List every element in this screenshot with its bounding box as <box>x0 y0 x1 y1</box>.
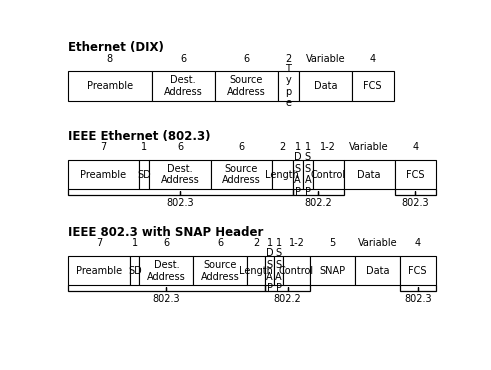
Bar <box>211 160 272 189</box>
Text: 802.3: 802.3 <box>166 198 194 208</box>
Text: 4: 4 <box>370 54 376 64</box>
Text: Preamble: Preamble <box>81 169 126 179</box>
Text: 802.2: 802.2 <box>304 198 332 208</box>
Text: Source
Address: Source Address <box>222 164 261 185</box>
Text: FCS: FCS <box>363 81 382 91</box>
Text: Preamble: Preamble <box>76 266 122 276</box>
Bar <box>193 256 247 285</box>
Text: Length: Length <box>239 266 273 276</box>
Text: Data: Data <box>357 169 381 179</box>
Bar <box>68 256 131 285</box>
Text: SNAP: SNAP <box>319 266 346 276</box>
Text: 4: 4 <box>415 238 421 248</box>
Text: 802.3: 802.3 <box>402 198 429 208</box>
Bar <box>68 71 152 101</box>
Text: 7: 7 <box>96 238 102 248</box>
Text: 802.2: 802.2 <box>273 294 301 304</box>
Bar <box>274 256 283 285</box>
Bar <box>283 256 310 285</box>
Bar <box>310 256 355 285</box>
Text: 6: 6 <box>244 54 249 64</box>
Text: 802.3: 802.3 <box>153 294 180 304</box>
Text: 1: 1 <box>275 238 282 248</box>
Text: D
S
A
P: D S A P <box>294 152 301 197</box>
Bar <box>152 71 215 101</box>
Bar <box>139 256 193 285</box>
Bar <box>68 160 139 189</box>
Bar <box>299 71 352 101</box>
Text: 7: 7 <box>100 142 107 152</box>
Bar <box>355 256 400 285</box>
Text: 1: 1 <box>305 142 311 152</box>
Text: SD: SD <box>128 266 142 276</box>
Text: 8: 8 <box>107 54 113 64</box>
Text: Length: Length <box>265 169 299 179</box>
Bar <box>131 256 139 285</box>
Text: 1: 1 <box>267 238 273 248</box>
Text: FCS: FCS <box>406 169 425 179</box>
Text: 1: 1 <box>132 238 138 248</box>
Text: Dest.
Address: Dest. Address <box>164 75 203 97</box>
Text: 2: 2 <box>253 238 259 248</box>
Text: Data: Data <box>366 266 389 276</box>
Text: 6: 6 <box>164 238 169 248</box>
Text: 2: 2 <box>285 54 292 64</box>
Bar <box>139 160 149 189</box>
Bar <box>395 160 436 189</box>
Text: 1: 1 <box>295 142 300 152</box>
Text: 5: 5 <box>329 238 335 248</box>
Text: Variable: Variable <box>357 238 397 248</box>
Text: 1-2: 1-2 <box>321 142 336 152</box>
Text: Variable: Variable <box>350 142 389 152</box>
Text: Data: Data <box>314 81 337 91</box>
Bar <box>352 71 394 101</box>
Bar <box>303 160 313 189</box>
Text: 6: 6 <box>238 142 245 152</box>
Text: 6: 6 <box>180 54 186 64</box>
Text: 6: 6 <box>177 142 183 152</box>
Text: Control: Control <box>311 169 346 179</box>
Text: Variable: Variable <box>305 54 345 64</box>
Text: Preamble: Preamble <box>86 81 133 91</box>
Text: Dest.
Address: Dest. Address <box>161 164 199 185</box>
Bar <box>247 256 265 285</box>
Text: S
S
A
P: S S A P <box>275 248 282 293</box>
Bar <box>215 71 278 101</box>
Bar <box>313 160 344 189</box>
Bar <box>344 160 395 189</box>
Bar <box>293 160 303 189</box>
Text: T
y
p
e: T y p e <box>285 64 292 108</box>
Text: SD: SD <box>137 169 151 179</box>
Text: S
S
A
P: S S A P <box>304 152 311 197</box>
Bar <box>265 256 274 285</box>
Text: 4: 4 <box>412 142 418 152</box>
Text: IEEE 802.3 with SNAP Header: IEEE 802.3 with SNAP Header <box>68 226 263 239</box>
Text: 802.3: 802.3 <box>404 294 432 304</box>
Text: IEEE Ethernet (802.3): IEEE Ethernet (802.3) <box>68 130 210 143</box>
Text: 1-2: 1-2 <box>289 238 304 248</box>
Text: 6: 6 <box>217 238 223 248</box>
Text: FCS: FCS <box>409 266 427 276</box>
Bar <box>400 256 436 285</box>
Text: Source
Address: Source Address <box>227 75 266 97</box>
Bar <box>278 71 299 101</box>
Text: Ethernet (DIX): Ethernet (DIX) <box>68 41 164 54</box>
Text: 1: 1 <box>141 142 147 152</box>
Bar <box>272 160 293 189</box>
Bar <box>149 160 211 189</box>
Text: 2: 2 <box>279 142 285 152</box>
Text: Source
Address: Source Address <box>201 260 240 282</box>
Text: Control: Control <box>279 266 314 276</box>
Text: D
S
A
P: D S A P <box>266 248 273 293</box>
Text: Dest.
Address: Dest. Address <box>147 260 186 282</box>
